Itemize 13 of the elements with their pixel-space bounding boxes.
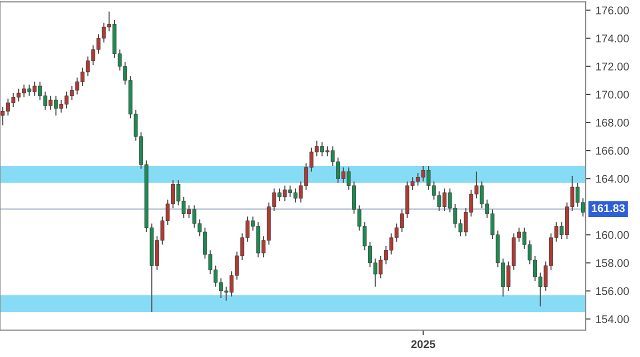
y-tick-label: 158.00 <box>596 259 629 267</box>
ref-line-label: 161.83 <box>592 204 625 212</box>
y-tick-label: 168.00 <box>596 118 629 127</box>
y-tick-label: 166.00 <box>596 146 629 155</box>
y-tick-label: 170.00 <box>596 90 629 99</box>
y-tick-label: 172.00 <box>596 62 629 70</box>
y-tick-label: 156.00 <box>596 287 629 296</box>
y-tick-label: 164.00 <box>596 174 629 183</box>
y-tick-label: 160.00 <box>596 231 629 239</box>
y-tick-label: 176.00 <box>596 6 629 14</box>
x-tick-label: 2025 <box>411 340 436 348</box>
y-tick-label: 154.00 <box>596 315 629 324</box>
y-tick-label: 174.00 <box>596 34 629 42</box>
